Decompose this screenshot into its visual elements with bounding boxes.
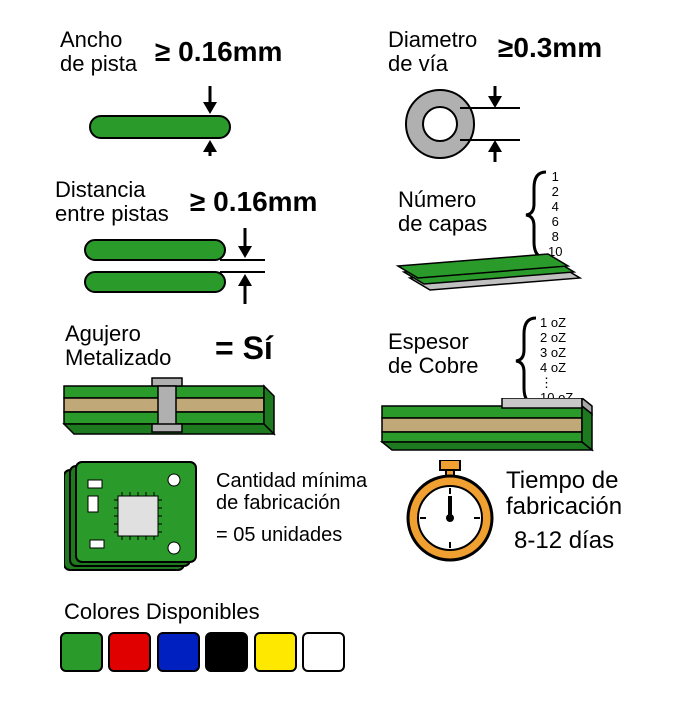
copper-layer-graphic: [378, 398, 618, 454]
track-width-graphic: [70, 78, 280, 158]
copper-thickness-values: 1 oZ 2 oZ 3 oZ 4 oZ ⋮ 10 oZ: [540, 316, 573, 406]
stopwatch-graphic: [400, 460, 500, 570]
min-qty-label: Cantidad mínima de fabricación: [216, 470, 367, 514]
pcb-stack-graphic: [64, 460, 214, 580]
swatch-black: [205, 632, 248, 672]
track-width-value: ≥ 0.16mm: [155, 36, 282, 68]
colors-label: Colores Disponibles: [64, 600, 260, 624]
via-diameter-label: Diametro de vía: [388, 28, 477, 76]
lead-time-label: Tiempo de fabricación: [506, 468, 622, 521]
copper-brace: [514, 314, 544, 408]
track-spacing-label: Distancia entre pistas: [55, 178, 169, 226]
plated-hole-label: Agujero Metalizado: [65, 322, 171, 370]
track-width-label: Ancho de pista: [60, 28, 137, 76]
min-qty-value: = 05 unidades: [216, 524, 342, 546]
swatch-blue: [157, 632, 200, 672]
via-diameter-value: ≥0.3mm: [498, 32, 602, 64]
layer-count-label: Número de capas: [398, 188, 487, 236]
lead-time-value: 8-12 días: [514, 528, 614, 554]
color-swatches: [60, 632, 346, 677]
layer-brace: [524, 168, 554, 262]
via-graphic: [390, 82, 590, 172]
stacked-layers-graphic: [390, 250, 600, 310]
swatch-green: [60, 632, 103, 672]
track-spacing-value: ≥ 0.16mm: [190, 186, 317, 218]
plated-hole-graphic: [60, 372, 290, 446]
copper-thickness-label: Espesor de Cobre: [388, 330, 479, 378]
track-spacing-graphic: [70, 226, 290, 306]
plated-hole-value: = Sí: [215, 330, 273, 367]
swatch-white: [302, 632, 345, 672]
swatch-yellow: [254, 632, 297, 672]
swatch-red: [108, 632, 151, 672]
